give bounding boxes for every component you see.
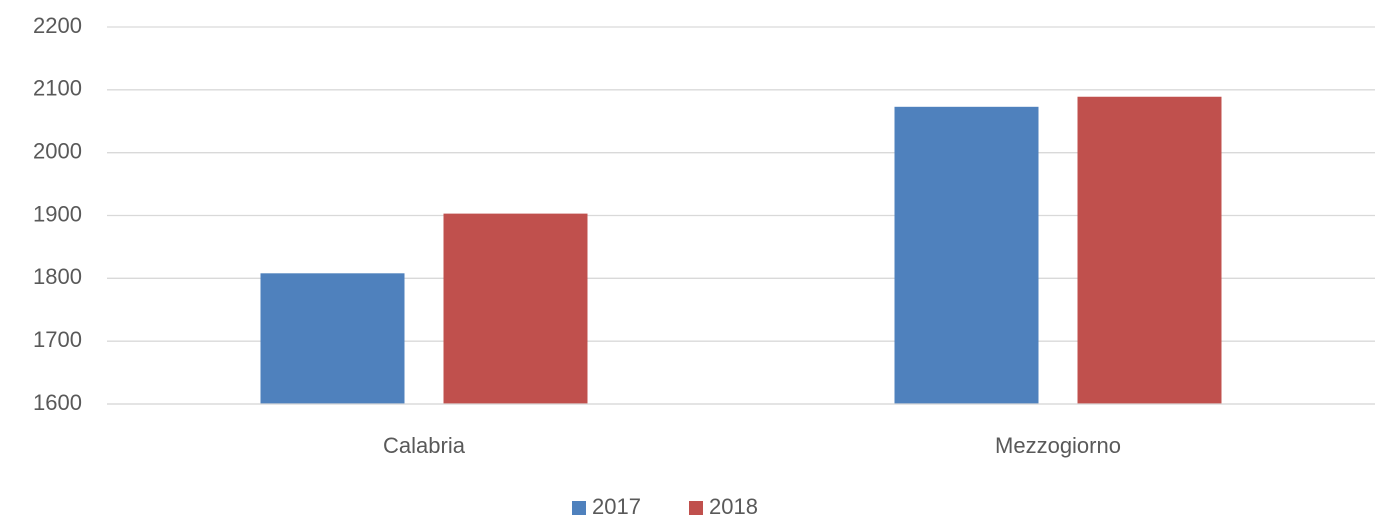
x-tick-label: Mezzogiorno	[995, 433, 1121, 458]
bar	[894, 106, 1039, 404]
y-tick-label: 2200	[33, 13, 82, 38]
legend-label: 2018	[709, 494, 758, 519]
bar	[443, 213, 588, 404]
y-tick-label: 1900	[33, 201, 82, 226]
x-tick-label: Calabria	[383, 433, 466, 458]
bar	[260, 273, 405, 404]
y-tick-label: 1600	[33, 390, 82, 415]
legend-swatch	[572, 501, 586, 515]
y-tick-label: 2100	[33, 76, 82, 101]
y-tick-label: 1800	[33, 264, 82, 289]
bar	[1077, 96, 1222, 405]
y-tick-label: 2000	[33, 138, 82, 163]
legend-label: 2017	[592, 494, 641, 519]
legend-swatch	[689, 501, 703, 515]
y-tick-label: 1700	[33, 327, 82, 352]
